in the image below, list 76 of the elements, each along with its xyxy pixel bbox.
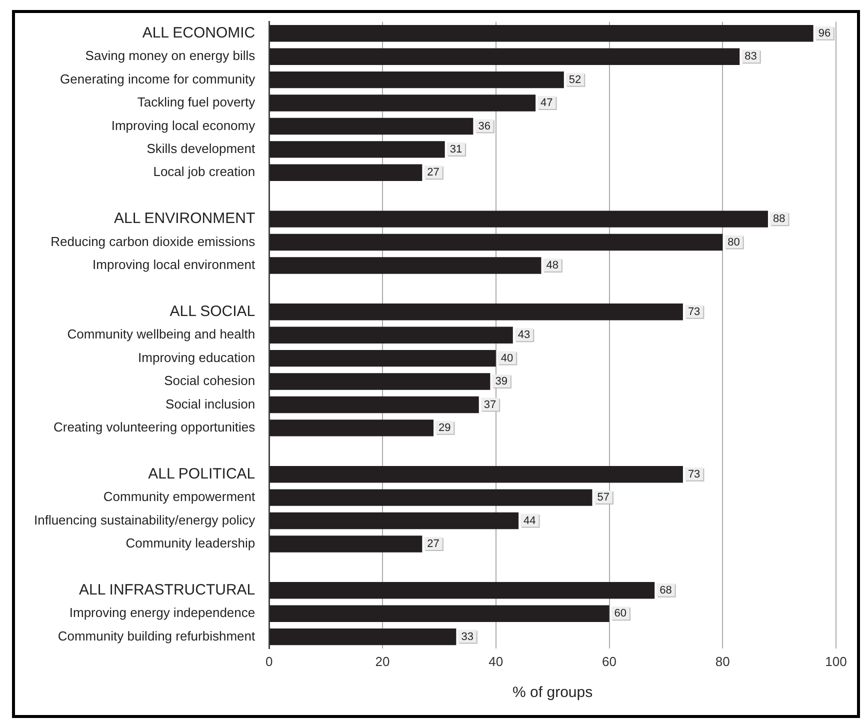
x-tick-label: 60 [602, 654, 616, 669]
bar [270, 71, 564, 88]
bar [270, 234, 723, 251]
bar [270, 25, 814, 42]
x-tick-label: 0 [266, 654, 273, 669]
bar [270, 210, 768, 228]
data-label: 44 [524, 514, 536, 527]
y-tick-label: Generating income for community [60, 71, 256, 86]
bar [270, 48, 740, 65]
data-label: 88 [772, 213, 786, 226]
x-tick-label: 80 [715, 654, 730, 669]
y-tick-label: Skills development [146, 141, 256, 156]
y-tick-label: Social inclusion [166, 396, 256, 412]
y-tick-label: Community building refurbishment [58, 628, 256, 644]
data-label: 33 [461, 630, 474, 643]
data-label: 48 [546, 260, 558, 272]
data-label: 27 [427, 166, 440, 179]
y-tick-label: Influencing sustainability/energy policy [34, 512, 256, 528]
bar [270, 489, 592, 506]
data-label: 27 [427, 538, 440, 550]
data-label: 47 [540, 97, 553, 110]
data-label: 39 [495, 376, 508, 388]
x-axis-title: % of groups [512, 684, 593, 702]
y-tick-label: ALL INFRASTRUCTURAL [78, 582, 256, 599]
data-label: 83 [744, 50, 757, 63]
bar [270, 326, 513, 344]
data-label: 68 [660, 584, 672, 596]
bar [270, 536, 422, 552]
y-tick-label: ALL ENVIRONMENT [114, 210, 256, 228]
bar [270, 605, 610, 622]
y-tick-label: Creating volunteering opportunities [53, 420, 256, 435]
y-tick-label: Improving local economy [111, 118, 256, 133]
y-tick-label: Saving money on energy bills [85, 48, 256, 64]
data-label: 37 [484, 398, 496, 411]
x-tick-label: 100 [825, 654, 847, 669]
bar [270, 628, 456, 646]
x-tick-label: 40 [488, 654, 504, 669]
data-label: 60 [614, 608, 626, 620]
data-label: 40 [500, 352, 514, 364]
data-label: 96 [818, 27, 831, 40]
bar [270, 350, 496, 367]
x-tick-label: 20 [375, 654, 390, 669]
data-label: 31 [450, 143, 462, 156]
data-label: 29 [438, 422, 451, 434]
bar [270, 94, 536, 112]
y-tick-label: Tackling fuel poverty [137, 94, 256, 110]
data-label: 73 [688, 306, 700, 318]
bar [270, 304, 683, 320]
bar [270, 420, 434, 436]
data-label: 43 [518, 329, 530, 342]
bar [270, 373, 490, 390]
y-tick-label: Local job creation [153, 164, 256, 180]
bar [270, 466, 683, 483]
bar [270, 396, 479, 414]
data-label: 73 [688, 468, 700, 480]
y-tick-label: Community leadership [126, 536, 256, 551]
y-tick-label: Improving energy independence [69, 605, 256, 620]
y-tick-label: ALL POLITICAL [148, 465, 256, 482]
bar [270, 257, 542, 274]
data-label: 36 [478, 120, 490, 132]
y-tick-label: ALL ECONOMIC [142, 24, 256, 42]
data-label: 52 [568, 74, 582, 86]
data-label: 80 [728, 236, 740, 248]
y-tick-label: Reducing carbon dioxide emissions [50, 234, 256, 249]
bar [270, 582, 655, 599]
y-tick-label: Community empowerment [103, 489, 256, 504]
bar [270, 512, 519, 530]
y-tick-label: Improving local environment [92, 257, 256, 272]
y-tick-label: Community wellbeing and health [67, 326, 256, 342]
y-tick-label: ALL SOCIAL [170, 303, 256, 320]
y-tick-label: Social cohesion [164, 373, 256, 388]
bar [270, 118, 474, 135]
y-tick-label: Improving education [138, 350, 256, 365]
bar [270, 164, 422, 182]
data-label: 57 [597, 492, 610, 504]
bar [270, 141, 445, 158]
